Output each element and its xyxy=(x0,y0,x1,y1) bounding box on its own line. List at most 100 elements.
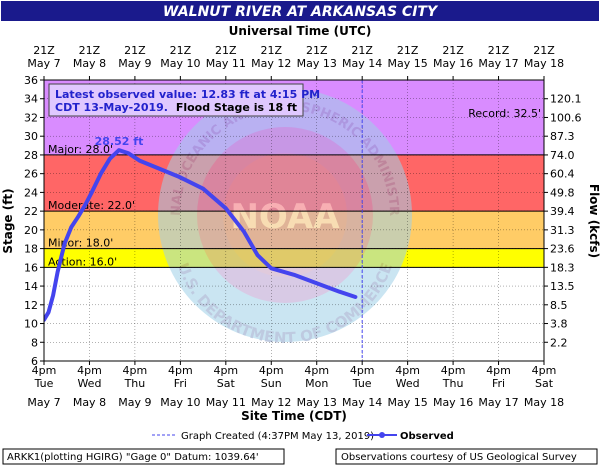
threshold-labels: Action: 16.0' Minor: 18.0' Moderate: 22.0'… xyxy=(48,143,135,268)
site-tick-date-5: May 12 xyxy=(251,396,291,409)
stage-tick-label-13: 32 xyxy=(24,111,38,124)
stage-tick-label-14: 34 xyxy=(24,93,38,106)
data-point-4 xyxy=(62,242,66,246)
stage-tick-label-2: 10 xyxy=(24,318,38,331)
site-tick-date-0: May 7 xyxy=(27,396,60,409)
stage-tick-label-5: 16 xyxy=(24,261,38,274)
site-tick-weekday-11: Sat xyxy=(535,377,554,390)
utc-tick-time-5: 21Z xyxy=(260,44,282,57)
utc-tick-date-2: May 9 xyxy=(118,57,151,70)
chart-title: WALNUT RIVER AT ARKANSAS CITY xyxy=(163,4,439,20)
data-point-10 xyxy=(108,157,112,161)
stage-tick-label-0: 6 xyxy=(31,355,38,368)
site-tick-date-7: May 14 xyxy=(342,396,382,409)
utc-tick-date-10: May 17 xyxy=(478,57,518,70)
info-line-2-flood-stage: Flood Stage is 18 ft xyxy=(176,101,297,114)
utc-tick-time-1: 21Z xyxy=(79,44,101,57)
utc-tick-time-11: 21Z xyxy=(533,44,555,57)
stage-tick-label-9: 24 xyxy=(24,186,38,199)
site-tick-date-9: May 16 xyxy=(433,396,473,409)
plot-frame xyxy=(43,79,545,362)
utc-tick-date-11: May 18 xyxy=(524,57,564,70)
utc-tick-time-9: 21Z xyxy=(442,44,464,57)
utc-tick-time-4: 21Z xyxy=(215,44,237,57)
data-point-16 xyxy=(201,187,205,191)
y2-axis-title: Flow (kcfs) xyxy=(587,184,600,258)
flow-tick-label-2: 8.5 xyxy=(550,299,568,312)
flow-tick-label-8: 49.8 xyxy=(550,186,575,199)
flow-tick-label-9: 60.4 xyxy=(550,168,575,181)
utc-tick-date-9: May 16 xyxy=(433,57,473,70)
site-tick-weekday-9: Thu xyxy=(442,377,464,390)
utc-tick-time-8: 21Z xyxy=(397,44,419,57)
data-point-13 xyxy=(137,159,141,163)
site-tick-hour-1: 4pm xyxy=(77,364,102,377)
flow-tick-label-4: 18.3 xyxy=(550,261,575,274)
site-tick-hour-11: 4pm xyxy=(532,364,557,377)
flow-tick-label-3: 13.5 xyxy=(550,280,575,293)
utc-tick-date-6: May 13 xyxy=(297,57,337,70)
utc-tick-time-7: 21Z xyxy=(351,44,373,57)
data-point-9 xyxy=(99,172,103,176)
flow-tick-label-0: 2.2 xyxy=(550,336,568,349)
data-point-11 xyxy=(117,148,121,152)
site-tick-weekday-10: Fri xyxy=(492,377,505,390)
flow-tick-label-6: 31.3 xyxy=(550,224,575,237)
legend-observed-label: Observed xyxy=(400,431,454,442)
utc-tick-date-7: May 14 xyxy=(342,57,382,70)
stage-tick-label-10: 26 xyxy=(24,168,38,181)
stage-tick-label-1: 8 xyxy=(31,336,38,349)
site-tick-hour-4: 4pm xyxy=(213,364,238,377)
legend: Graph Created (4:37PM May 13, 2019) Obse… xyxy=(152,431,454,442)
site-tick-hour-2: 4pm xyxy=(123,364,148,377)
site-tick-date-10: May 17 xyxy=(478,396,518,409)
utc-tick-date-0: May 7 xyxy=(27,57,60,70)
top-axis-title: Universal Time (UTC) xyxy=(229,24,372,38)
flow-axis: 2.2 3.8 8.5 13.5 18.3 23.6 31.3 39.4 49.8 60.4 74.… xyxy=(544,93,582,349)
stage-tick-label-6: 18 xyxy=(24,243,38,256)
site-tick-weekday-3: Fri xyxy=(174,377,187,390)
flow-tick-label-11: 87.3 xyxy=(550,130,575,143)
data-point-12 xyxy=(126,151,130,155)
site-tick-weekday-6: Mon xyxy=(305,377,328,390)
site-tick-hour-5: 4pm xyxy=(259,364,284,377)
site-tick-date-3: May 10 xyxy=(160,396,200,409)
utc-tick-date-1: May 8 xyxy=(73,57,106,70)
title-bar xyxy=(1,1,599,21)
utc-tick-date-8: May 15 xyxy=(388,57,428,70)
stage-tick-label-15: 36 xyxy=(24,74,38,87)
threshold-label-0: Action: 16.0' xyxy=(48,255,117,268)
utc-tick-time-10: 21Z xyxy=(488,44,510,57)
data-point-21 xyxy=(292,273,296,277)
utc-tick-time-2: 21Z xyxy=(124,44,146,57)
site-tick-date-11: May 18 xyxy=(524,396,564,409)
peak-label: 28.52 ft xyxy=(95,135,144,148)
site-tick-weekday-2: Thu xyxy=(124,377,146,390)
footer-right-text: Observations courtesy of US Geological S… xyxy=(341,452,577,463)
series-layer xyxy=(44,148,358,322)
data-point-15 xyxy=(178,175,182,179)
x-axis-title: Site Time (CDT) xyxy=(241,409,347,423)
utc-tick-time-6: 21Z xyxy=(306,44,328,57)
site-tick-hour-6: 4pm xyxy=(304,364,329,377)
flow-tick-label-12: 100.6 xyxy=(550,111,582,124)
info-box-frame xyxy=(48,83,304,117)
site-tick-weekday-1: Wed xyxy=(77,377,101,390)
flow-tick-label-10: 74.0 xyxy=(550,149,575,162)
site-tick-date-8: May 15 xyxy=(388,396,428,409)
footer-right-box xyxy=(335,448,598,465)
stage-tick-label-3: 12 xyxy=(24,299,38,312)
site-tick-date-4: May 11 xyxy=(206,396,246,409)
data-point-1 xyxy=(47,310,51,314)
y-axis-title: Stage (ft) xyxy=(1,188,15,253)
utc-tick-date-3: May 10 xyxy=(160,57,200,70)
data-point-14 xyxy=(156,166,160,170)
data-point-5 xyxy=(69,225,73,229)
site-tick-date-6: May 13 xyxy=(297,396,337,409)
data-point-17 xyxy=(224,206,228,210)
legend-graph-created-label: Graph Created (4:37PM May 13, 2019) xyxy=(181,431,374,442)
stage-tick-label-12: 30 xyxy=(24,130,38,143)
threshold-label-1: Minor: 18.0' xyxy=(48,237,113,250)
site-tick-weekday-0: Tue xyxy=(34,377,54,390)
